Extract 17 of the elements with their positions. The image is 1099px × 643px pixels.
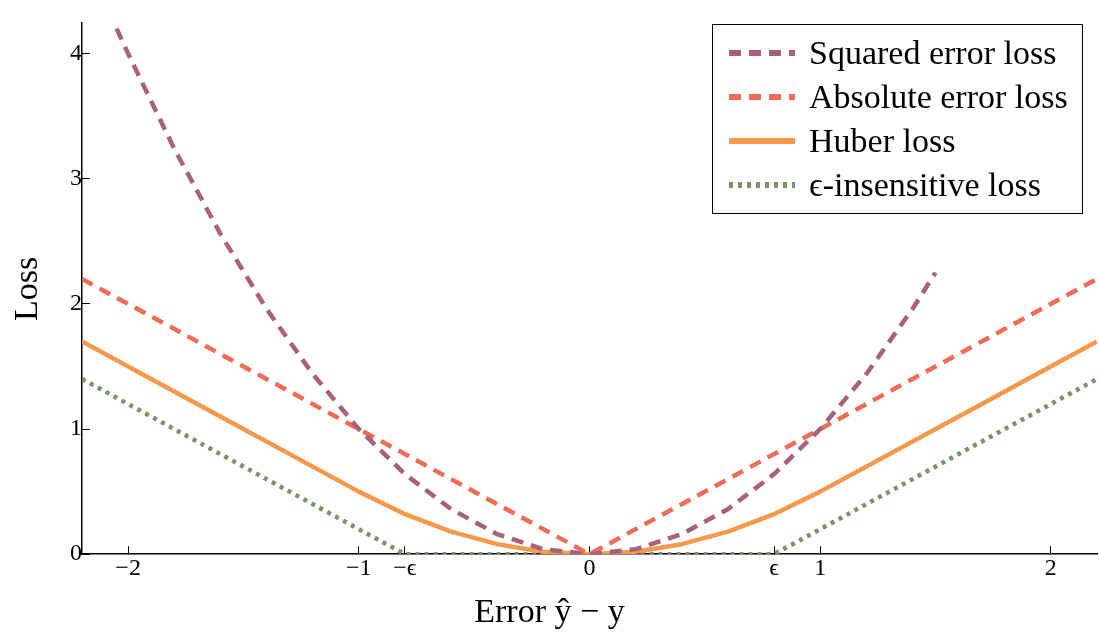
y-axis-title: Loss bbox=[7, 256, 46, 322]
x-tick-label: 0 bbox=[583, 553, 596, 580]
x-tick-label: −2 bbox=[115, 553, 141, 580]
y-tick-label: 3 bbox=[70, 164, 82, 191]
x-tick-label: ϵ bbox=[769, 553, 780, 580]
y-tick-label: 1 bbox=[70, 414, 82, 441]
x-tick-label: −1 bbox=[346, 553, 372, 580]
legend-label: Absolute error loss bbox=[809, 78, 1068, 117]
x-tick-label: 2 bbox=[1044, 553, 1057, 580]
legend-label: ϵ-insensitive loss bbox=[809, 166, 1041, 205]
x-axis-title: Error ŷ − y bbox=[473, 592, 626, 630]
y-tick-label: 2 bbox=[70, 289, 82, 316]
y-tick-label: 4 bbox=[70, 38, 82, 65]
x-tick-label: 1 bbox=[814, 553, 827, 580]
x-tick-label: −ϵ bbox=[393, 553, 417, 580]
legend-label: Huber loss bbox=[809, 122, 956, 161]
legend-label: Squared error loss bbox=[809, 34, 1057, 73]
